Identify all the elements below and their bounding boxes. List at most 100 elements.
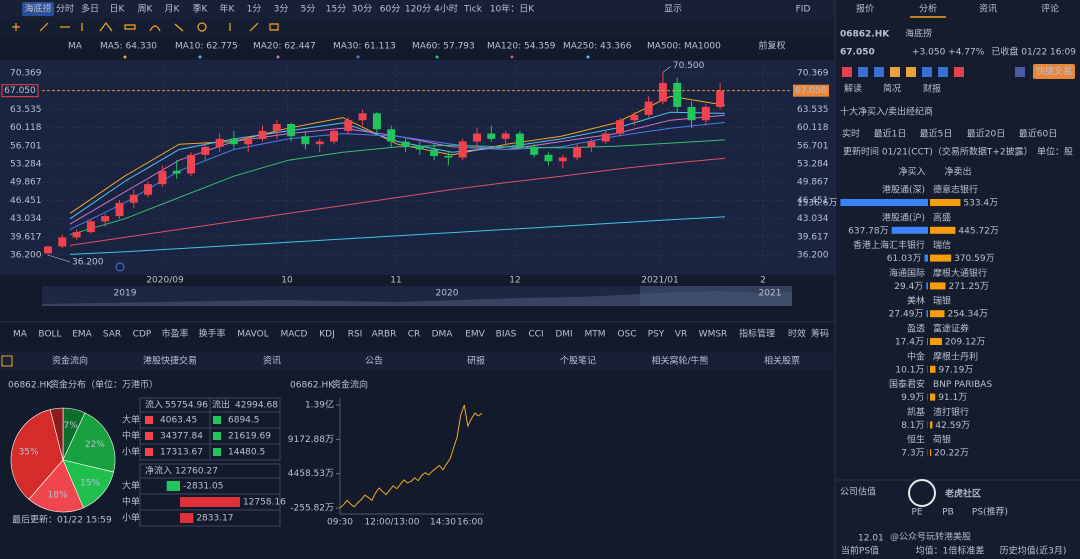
legend-dot — [510, 55, 514, 59]
bottom-tab[interactable]: 个股笔记 — [560, 355, 596, 367]
indicator-tab[interactable]: WMSR — [699, 330, 728, 340]
row-label: 中单 — [122, 496, 140, 508]
candle-body — [515, 133, 524, 147]
indicator-tab[interactable]: 市盈率 — [161, 328, 188, 340]
indicator-tab[interactable]: ARBR — [372, 330, 397, 340]
period-tab[interactable]: 周K — [138, 4, 154, 15]
indicator-tab[interactable]: RSI — [348, 330, 363, 340]
period-tab[interactable]: 最近60日 — [1019, 128, 1057, 140]
indicator-tab[interactable]: 筹码 — [811, 328, 829, 340]
sell-value: 91.1万 — [938, 393, 967, 403]
adjust-mode[interactable]: 前复权 — [758, 40, 785, 52]
in-swatch — [145, 432, 153, 440]
indicator-tab[interactable]: EMA — [72, 330, 92, 340]
display-menu[interactable]: 显示 — [664, 4, 682, 15]
stock-chip[interactable] — [22, 2, 54, 16]
buy-broker: 中金 — [907, 350, 925, 362]
indicator-tab[interactable]: DMA — [432, 330, 454, 340]
indicator-tab[interactable]: MAVOL — [237, 330, 268, 340]
out-swatch — [213, 416, 221, 424]
period-tab[interactable]: 分时 — [56, 3, 74, 15]
tool-shapes[interactable] — [124, 22, 207, 32]
period-tab[interactable]: Tick — [463, 5, 483, 15]
sub-tab[interactable]: 财报 — [923, 83, 941, 95]
indicator-tab[interactable]: 换手率 — [198, 328, 225, 340]
bottom-tab[interactable]: 资讯 — [263, 356, 281, 367]
indicator-tab[interactable]: CR — [408, 330, 421, 340]
indicator-tab[interactable]: SAR — [103, 330, 121, 340]
valuation-tab[interactable]: PS(推荐) — [972, 506, 1008, 518]
line-code: 06862.HK — [290, 381, 335, 391]
event-marker[interactable] — [115, 262, 125, 272]
valuation-tab[interactable]: PB — [942, 508, 954, 518]
bottom-tab[interactable]: 相关窝轮/牛熊 — [651, 355, 708, 367]
bottom-tab[interactable]: 研报 — [467, 355, 485, 367]
period-tab[interactable]: 15分 — [326, 4, 346, 15]
indicator-tab[interactable]: OSC — [617, 330, 636, 340]
period-tab[interactable]: 年K — [220, 3, 236, 15]
last-price-box — [793, 84, 829, 97]
indicator-tab[interactable]: BOLL — [38, 330, 61, 340]
sub-tab[interactable]: 解读 — [844, 83, 862, 95]
navigator-label: 2020 — [436, 289, 459, 299]
period-tab[interactable]: 最近20日 — [967, 128, 1005, 140]
period-tab[interactable]: 60分 — [380, 4, 400, 15]
period-tab[interactable]: 最近1日 — [874, 128, 907, 140]
bottom-tab[interactable]: 港股快捷交易 — [143, 355, 197, 367]
indicator-tab[interactable]: DMI — [555, 330, 572, 340]
ma-line — [69, 157, 726, 246]
quick-trade-label[interactable]: 快捷交易 — [1036, 65, 1072, 77]
collapse-icon[interactable] — [1, 355, 13, 367]
candle-body — [444, 155, 453, 158]
buy-broker: 海通国际 — [889, 267, 925, 279]
period-tab[interactable]: 4小时 — [434, 3, 458, 15]
indicator-tab[interactable]: MACD — [281, 330, 308, 340]
tool-misc[interactable] — [229, 22, 279, 32]
period-tab[interactable]: 实时 — [842, 128, 860, 140]
period-tab[interactable]: 3分 — [274, 4, 289, 15]
bottom-tab[interactable]: 公告 — [365, 355, 383, 367]
period-tab[interactable]: 季K — [193, 3, 209, 15]
period-tab[interactable]: 最近5日 — [920, 128, 953, 140]
period-tab[interactable]: 5分 — [301, 4, 316, 15]
indicator-tab[interactable]: VR — [675, 330, 687, 340]
indicator-tab[interactable]: PSY — [648, 330, 665, 340]
quote-icons[interactable] — [842, 67, 1025, 77]
period-tab[interactable]: 120分 — [405, 4, 431, 15]
indicator-tab[interactable]: CCI — [528, 330, 543, 340]
range-select[interactable]: 10年：日K — [490, 3, 535, 15]
drawing-tools[interactable] — [12, 22, 279, 32]
period-tab[interactable]: 30分 — [352, 4, 372, 15]
panel-tab[interactable]: 资讯 — [979, 4, 997, 15]
fid-button[interactable]: FID — [796, 5, 811, 15]
navigator-label: 2021 — [759, 289, 782, 299]
panel-tab[interactable]: 分析 — [919, 3, 937, 15]
indicator-tab[interactable]: CDP — [133, 330, 152, 340]
panel-tab[interactable]: 报价 — [856, 3, 874, 15]
indicator-tab[interactable]: EMV — [465, 330, 485, 340]
sub-tab[interactable]: 简况 — [883, 83, 901, 95]
quick-trade-button[interactable] — [1033, 64, 1075, 79]
x-tick-label: 09:30 — [327, 518, 353, 528]
period-tab[interactable]: 1分 — [247, 4, 262, 15]
period-tab[interactable]: 多日 — [81, 3, 99, 15]
pie-slice — [49, 407, 64, 461]
sell-bar — [930, 365, 936, 373]
bottom-tab[interactable]: 资金流向 — [52, 355, 88, 367]
indicator-tab[interactable]: BIAS — [496, 330, 517, 340]
indicator-tab[interactable]: KDJ — [319, 330, 335, 340]
period-tab[interactable]: 日K — [110, 4, 126, 15]
indicator-name[interactable]: MA — [68, 42, 83, 52]
indicator-tab[interactable]: MA — [13, 330, 28, 340]
panel-tab[interactable]: 评论 — [1041, 3, 1059, 15]
indicator-tab[interactable]: 时效 — [788, 328, 806, 340]
y-tick-label: 60.118 — [10, 123, 42, 133]
period-tab[interactable]: 月K — [165, 4, 181, 15]
tool-cross[interactable] — [12, 23, 20, 31]
bottom-tab[interactable]: 相关股票 — [764, 355, 800, 367]
indicator-tab[interactable]: 指标管理 — [739, 328, 775, 340]
valuation-tab[interactable]: PE — [911, 508, 922, 518]
stock-name[interactable]: 海底捞 — [24, 3, 51, 15]
tool-lines[interactable] — [39, 22, 113, 32]
indicator-tab[interactable]: MTM — [584, 330, 605, 340]
